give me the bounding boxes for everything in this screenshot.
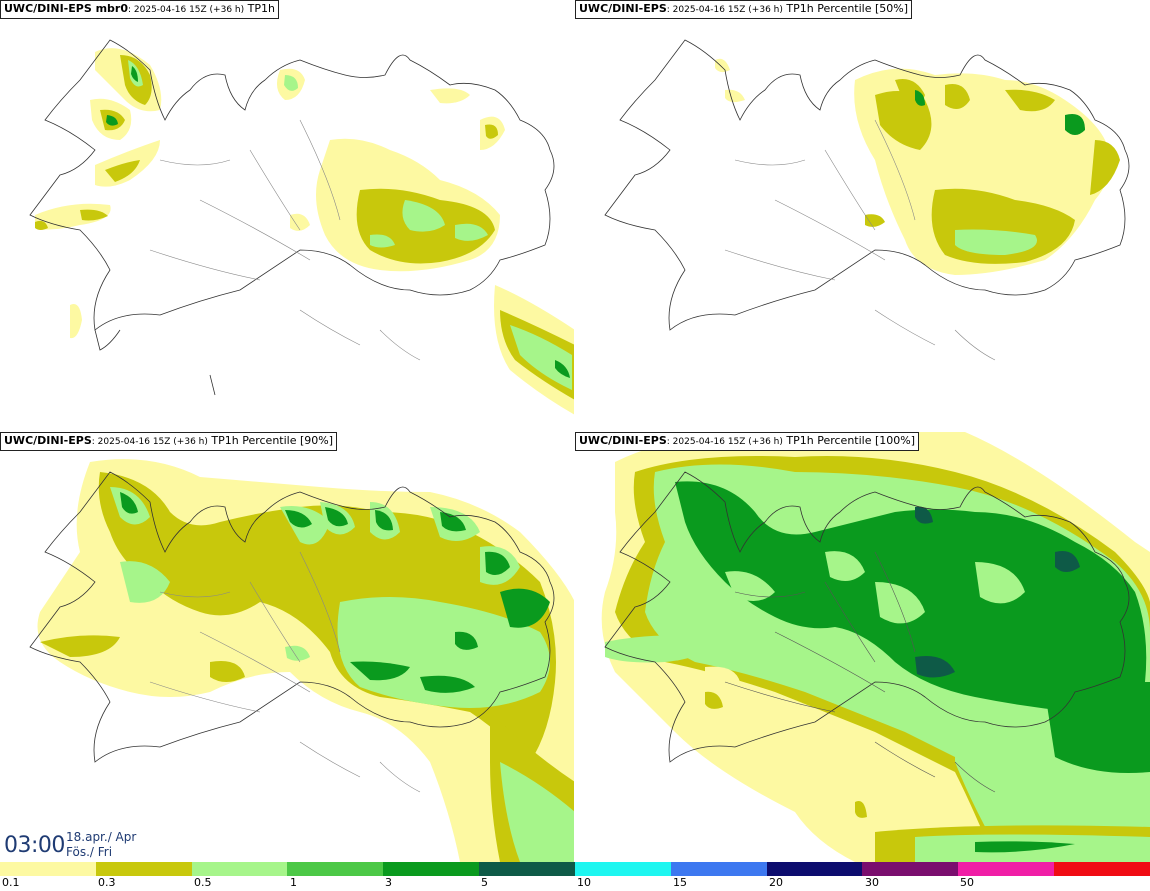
colorbar-label: 5	[481, 876, 488, 889]
map-panel-p100: UWC/DINI-EPS: 2025-04-16 15Z (+36 h) TP1…	[575, 432, 1150, 862]
colorbar-swatch	[1054, 862, 1150, 876]
field-name: TP1h Percentile [90%]	[211, 434, 334, 447]
model-name: UWC/DINI-EPS	[579, 434, 667, 447]
colorbar-swatch	[287, 862, 384, 876]
precip-map-p50	[604, 39, 1130, 361]
colorbar-label: 1	[290, 876, 297, 889]
valid-time: 03:00	[4, 833, 65, 858]
colorbar-swatch	[766, 862, 863, 876]
precip-map-mbr0	[29, 39, 575, 415]
precip-colorbar	[0, 862, 1150, 876]
colorbar-swatch	[95, 862, 192, 876]
run-meta: 2025-04-16 15Z (+36 h)	[97, 437, 208, 447]
colorbar-swatch	[958, 862, 1055, 876]
colorbar-label: 20	[769, 876, 783, 889]
colorbar-swatch	[0, 862, 96, 876]
colorbar-label: 15	[673, 876, 687, 889]
colorbar-swatch	[383, 862, 480, 876]
colorbar-label: 10	[577, 876, 591, 889]
model-name: UWC/DINI-EPS	[4, 434, 92, 447]
panel-divider	[574, 0, 576, 862]
colorbar-swatch	[479, 862, 575, 876]
field-name: TP1h	[247, 2, 275, 15]
panel-title: UWC/DINI-EPS: 2025-04-16 15Z (+36 h) TP1…	[0, 432, 338, 451]
valid-date-line1: 18.apr./ Apr	[66, 830, 137, 844]
colorbar-label: 30	[865, 876, 879, 889]
colorbar-swatch	[574, 862, 671, 876]
valid-date-line2: Fös./ Fri	[66, 845, 113, 859]
run-meta: 2025-04-16 15Z (+36 h)	[133, 5, 245, 15]
colorbar-swatch	[862, 862, 959, 876]
panel-title: UWC/DINI-EPS: 2025-04-16 15Z (+36 h) TP1…	[575, 0, 913, 19]
colorbar-label: 0.3	[98, 876, 116, 889]
map-panel-mbr0: UWC/DINI-EPS mbr0: 2025-04-16 15Z (+36 h…	[0, 0, 575, 430]
precip-map-p100	[601, 432, 1150, 862]
run-meta: 2025-04-16 15Z (+36 h)	[672, 5, 783, 15]
colorbar-label: 0.1	[2, 876, 20, 889]
colorbar-swatch	[191, 862, 288, 876]
panel-title: UWC/DINI-EPS mbr0: 2025-04-16 15Z (+36 h…	[0, 0, 279, 19]
colorbar-swatch	[670, 862, 767, 876]
panel-title: UWC/DINI-EPS: 2025-04-16 15Z (+36 h) TP1…	[575, 432, 920, 451]
model-name: UWC/DINI-EPS mbr0	[4, 2, 128, 15]
field-name: TP1h Percentile [50%]	[786, 2, 909, 15]
run-meta: 2025-04-16 15Z (+36 h)	[672, 437, 783, 447]
colorbar-label: 50	[960, 876, 974, 889]
colorbar-label: 0.5	[194, 876, 212, 889]
colorbar-label: 3	[385, 876, 392, 889]
valid-time-box: 03:00 18.apr./ Apr Fös./ Fri	[0, 827, 140, 861]
model-name: UWC/DINI-EPS	[579, 2, 667, 15]
field-name: TP1h Percentile [100%]	[786, 434, 916, 447]
map-panel-p50: UWC/DINI-EPS: 2025-04-16 15Z (+36 h) TP1…	[575, 0, 1150, 430]
precip-map-p90	[29, 459, 575, 862]
map-panel-p90: UWC/DINI-EPS: 2025-04-16 15Z (+36 h) TP1…	[0, 432, 575, 862]
